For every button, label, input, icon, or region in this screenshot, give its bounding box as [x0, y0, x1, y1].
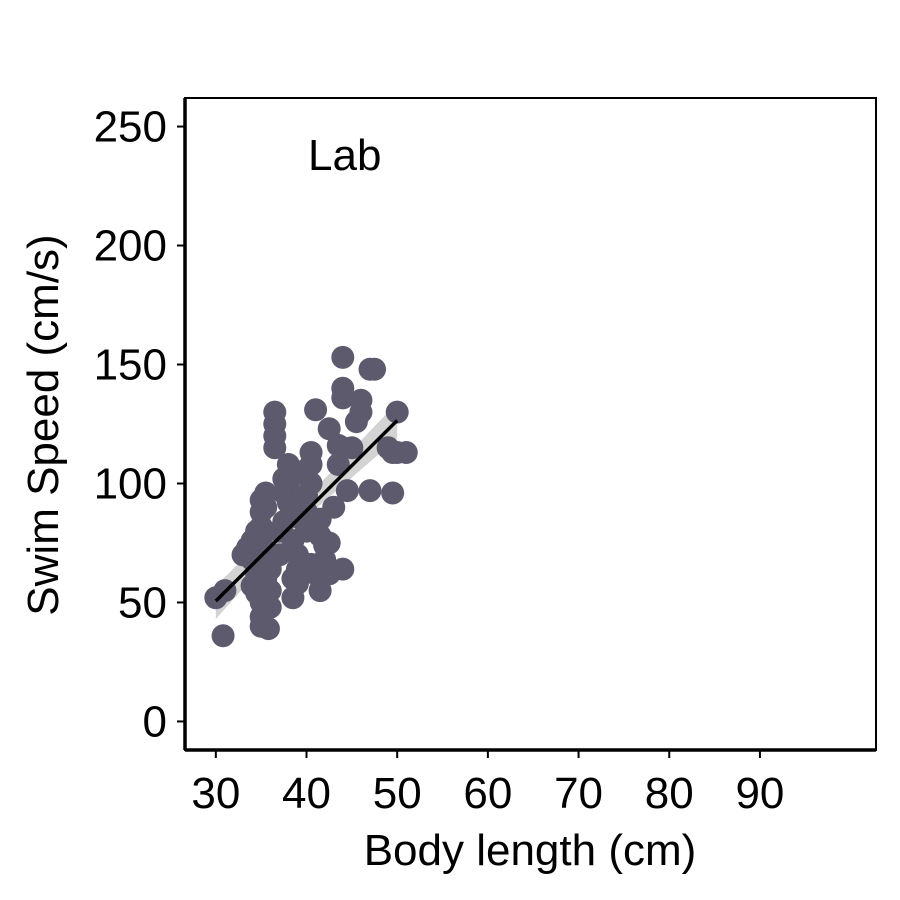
data-point	[258, 595, 282, 619]
data-point	[256, 617, 280, 641]
y-tick-label: 50	[118, 578, 167, 627]
y-axis-title: Swim Speed (cm/s)	[19, 234, 68, 615]
data-point	[363, 357, 387, 381]
data-point	[317, 531, 341, 555]
x-tick-label: 70	[554, 769, 603, 818]
data-point	[249, 514, 273, 538]
data-point	[254, 495, 278, 519]
x-axis-title: Body length (cm)	[364, 826, 697, 875]
data-point	[285, 571, 309, 595]
plot-frame	[184, 97, 877, 751]
y-tick-label: 200	[94, 222, 167, 271]
data-point	[331, 376, 355, 400]
x-tick-label: 60	[463, 769, 512, 818]
y-tick-label: 0	[143, 697, 167, 746]
data-point	[340, 436, 364, 460]
panel-label: Lab	[308, 131, 381, 180]
x-axis: 30 40 50 60 70 80 90	[185, 748, 876, 818]
x-tick-label: 50	[373, 769, 422, 818]
y-tick-label: 250	[94, 103, 167, 152]
data-point	[304, 398, 328, 422]
y-tick-label: 100	[94, 459, 167, 508]
data-point	[263, 436, 287, 460]
data-point	[299, 471, 323, 495]
regression-line	[214, 419, 399, 603]
fit-line-layer	[214, 419, 399, 603]
data-point	[394, 441, 418, 465]
y-tick-label: 150	[94, 341, 167, 390]
x-tick-label: 40	[282, 769, 331, 818]
data-point	[358, 479, 382, 503]
data-point	[267, 543, 291, 567]
data-point	[331, 345, 355, 369]
data-point	[322, 495, 346, 519]
x-tick-label: 30	[191, 769, 240, 818]
x-tick-label: 90	[735, 769, 784, 818]
data-point	[385, 400, 409, 424]
x-tick-label: 80	[645, 769, 694, 818]
data-point	[211, 624, 235, 648]
data-point	[381, 481, 405, 505]
data-point	[276, 491, 300, 515]
y-axis: 0 50 100 150 200 250	[94, 98, 187, 750]
points-layer	[204, 345, 418, 648]
data-point	[258, 579, 282, 603]
data-point	[299, 452, 323, 476]
data-point	[335, 479, 359, 503]
plot-border	[184, 97, 877, 751]
data-point	[349, 388, 373, 412]
data-point	[331, 557, 355, 581]
